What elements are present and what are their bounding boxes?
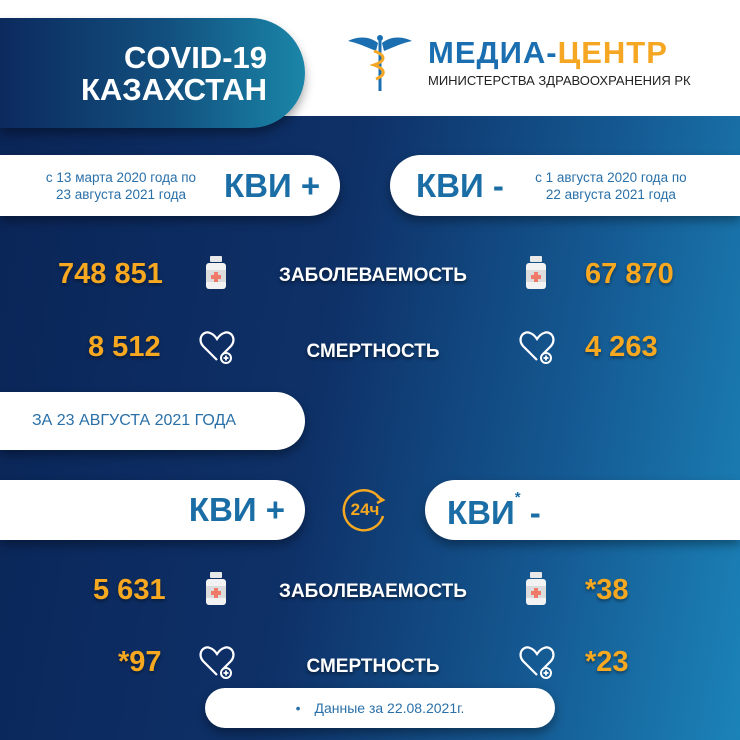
logo-subtitle: МИНИСТЕРСТВА ЗДРАВООХРАНЕНИЯ РК (428, 73, 691, 88)
daily-negative-pill: КВИ* - (425, 480, 740, 540)
daily-date-pill: ЗА 23 АВГУСТА 2021 ГОДА (0, 392, 305, 450)
24h-badge: 24ч (350, 500, 380, 519)
cases-label: ЗАБОЛЕВАЕМОСТЬ (279, 265, 467, 286)
title-banner: COVID-19 КАЗАХСТАН (0, 18, 305, 128)
deaths-label: СМЕРТНОСТЬ (306, 341, 440, 362)
total-negative-deaths: 4 263 (585, 331, 658, 363)
daily-positive-label: КВИ + (188, 491, 285, 528)
daily-negative-deaths: *23 (585, 646, 629, 678)
negative-label: КВИ - (416, 166, 504, 204)
medicine-bottle-icon (526, 256, 546, 289)
heart-plus-icon (519, 646, 555, 680)
heart-plus-icon (199, 646, 235, 680)
total-negative-pill: КВИ - с 1 августа 2020 года по 22 августа… (390, 155, 740, 216)
daily-positive-cases: 5 631 (93, 574, 166, 606)
24h-icon: 24ч (341, 486, 389, 534)
daily-positive-deaths: *97 (118, 646, 162, 678)
footer-note-pill: • Данные за 22.08.2021г. (205, 688, 555, 728)
daily-positive-pill: КВИ + (0, 480, 305, 540)
footer-note: Данные за 22.08.2021г. (314, 700, 465, 716)
daily-date: ЗА 23 АВГУСТА 2021 ГОДА (32, 412, 236, 429)
footer-bullet: • (295, 700, 301, 716)
title-line1: COVID-19 (124, 40, 267, 75)
positive-label: КВИ + (224, 166, 321, 204)
total-positive-pill: с 13 марта 2020 года по 23 августа 2021 г… (0, 155, 340, 216)
heart-plus-icon (519, 331, 555, 365)
total-positive-cases: 748 851 (58, 258, 163, 290)
title-line2: КАЗАХСТАН (81, 72, 267, 107)
media-center-logo: МЕДИА-ЦЕНТР МИНИСТЕРСТВА ЗДРАВООХРАНЕНИЯ… (348, 33, 718, 93)
positive-period: с 13 марта 2020 года по 23 августа 2021 г… (45, 169, 197, 202)
total-negative-cases: 67 870 (585, 258, 674, 290)
caduceus-icon (348, 35, 412, 91)
medicine-bottle-icon (526, 572, 546, 605)
total-positive-deaths: 8 512 (88, 331, 161, 363)
deaths-label: СМЕРТНОСТЬ (306, 656, 440, 677)
negative-period: с 1 августа 2020 года по 22 августа 2021 … (535, 169, 687, 202)
cases-label: ЗАБОЛЕВАЕМОСТЬ (279, 581, 467, 602)
medicine-bottle-icon (206, 572, 226, 605)
daily-negative-cases: *38 (585, 574, 629, 606)
heart-plus-icon (199, 331, 235, 365)
logo-brand: МЕДИА-ЦЕНТР (428, 35, 668, 70)
medicine-bottle-icon (206, 256, 226, 289)
daily-negative-label: КВИ* - (447, 488, 541, 531)
